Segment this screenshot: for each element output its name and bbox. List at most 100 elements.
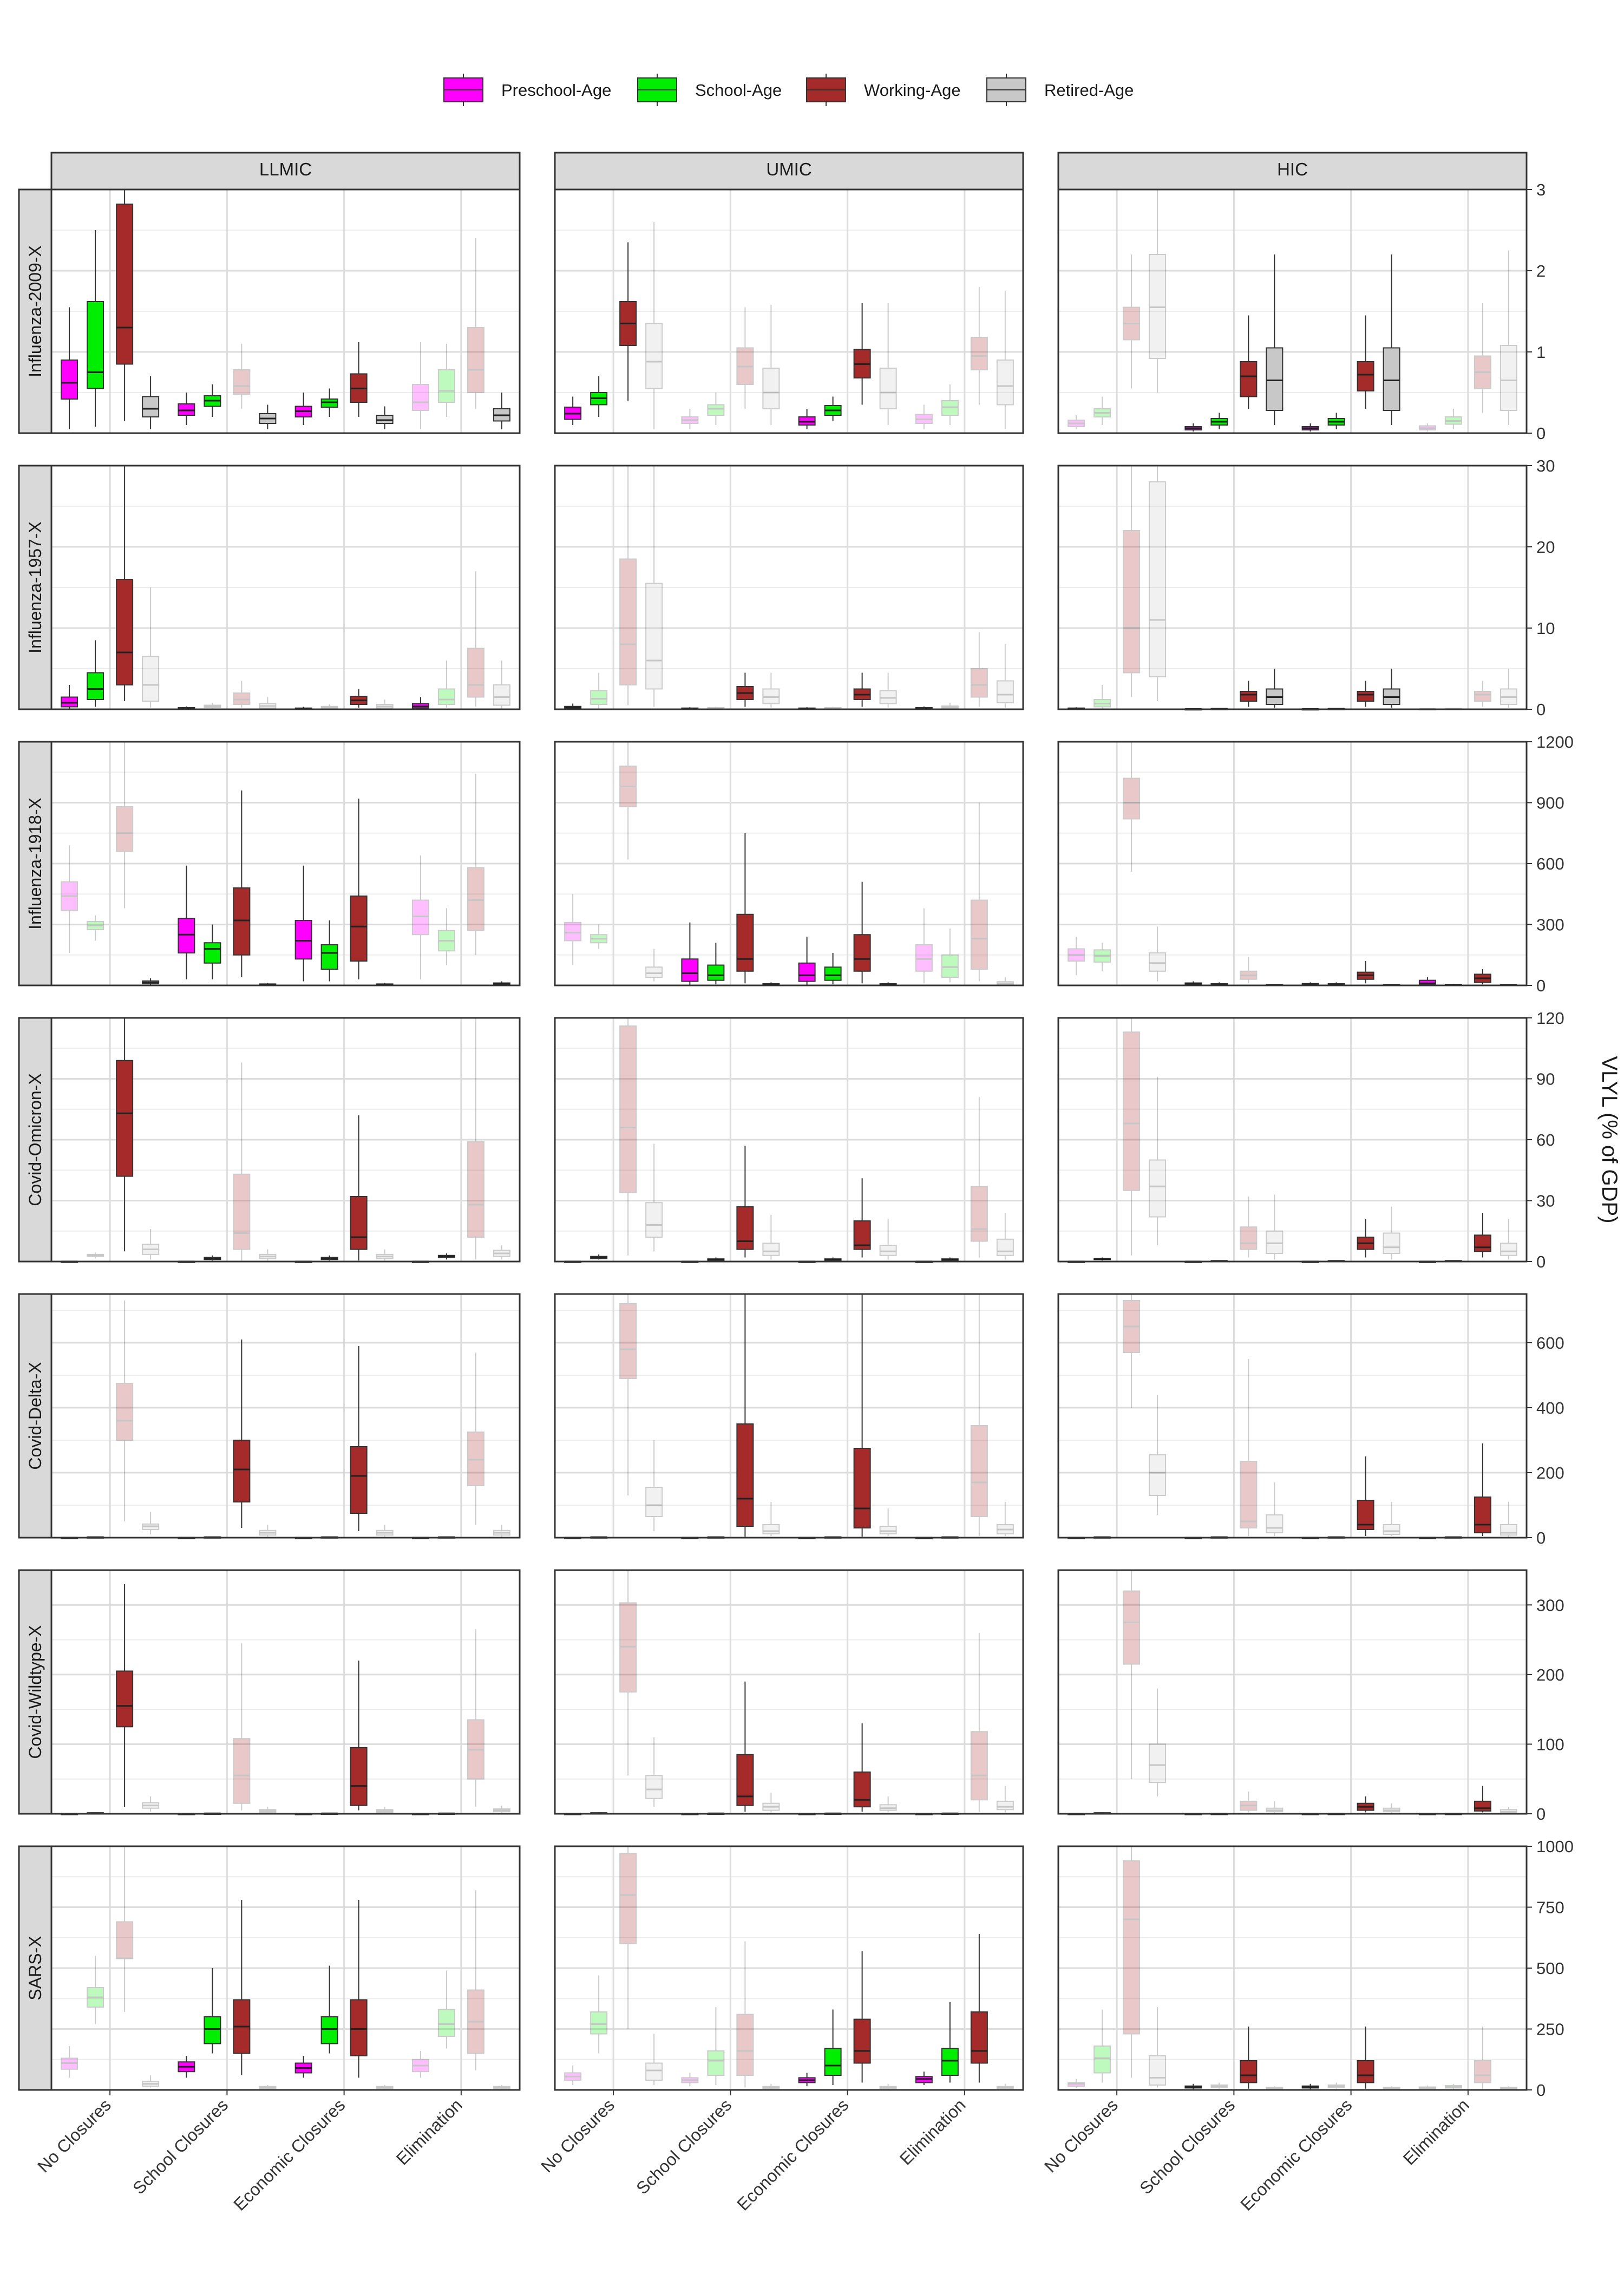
box (1383, 1502, 1400, 1536)
box (736, 1294, 754, 1537)
x-tick-label: School Closures (129, 2095, 232, 2198)
box (1068, 415, 1085, 429)
x-tick-label: No Closures (537, 2095, 618, 2176)
y-tick-label: 1000 (1536, 1837, 1574, 1856)
box-body (970, 1731, 988, 1801)
y-tick-label: 0 (1536, 700, 1546, 719)
box (142, 2075, 160, 2088)
y-tick-label: 1200 (1536, 733, 1574, 752)
box (590, 376, 608, 417)
box (1240, 2027, 1258, 2089)
box (467, 1890, 484, 2070)
box (467, 238, 484, 409)
box (681, 409, 699, 429)
box (619, 242, 637, 401)
box-body (437, 930, 455, 952)
box (1357, 961, 1374, 984)
box (798, 409, 816, 429)
y-tick-label: 900 (1536, 794, 1564, 813)
box-body (1383, 1232, 1400, 1254)
box (1266, 2086, 1284, 2090)
panel (1057, 741, 1528, 986)
box (437, 908, 455, 965)
box (619, 1294, 637, 1495)
box-body (350, 1446, 368, 1514)
box (493, 661, 510, 709)
row-strip-label: Covid-Omicron-X (25, 1073, 45, 1206)
box (1301, 2083, 1319, 2089)
box (619, 466, 637, 705)
box-body (1474, 1800, 1491, 1812)
box (824, 1257, 842, 1261)
box (411, 697, 429, 709)
box-body (437, 2009, 455, 2037)
box (1093, 685, 1111, 709)
legend-item: Retired-Age (986, 74, 1134, 106)
box-body (1474, 2060, 1491, 2083)
box (1266, 254, 1284, 425)
box-body (1149, 1159, 1167, 1218)
box-body (350, 1999, 368, 2056)
box (350, 799, 368, 979)
box-body (970, 1186, 988, 1242)
box (116, 190, 134, 421)
y-tick-label: 3 (1536, 180, 1546, 199)
column-strip-label: UMIC (766, 159, 811, 179)
box-body (1149, 2055, 1167, 2086)
box (879, 672, 897, 708)
panel-border (50, 1845, 521, 2091)
box-body (645, 966, 663, 978)
box (1184, 981, 1202, 985)
box (915, 908, 933, 984)
box (467, 774, 484, 955)
box (996, 977, 1014, 985)
box-body (1240, 2060, 1258, 2083)
box (467, 1018, 484, 1260)
box (798, 2073, 816, 2087)
box-body (233, 887, 251, 956)
box (970, 1632, 988, 1812)
box (941, 384, 959, 425)
box (493, 393, 510, 429)
box (619, 1018, 637, 1256)
box (142, 1229, 160, 1260)
box-body (116, 806, 134, 852)
box-body (376, 2086, 394, 2089)
y-tick-label: 0 (1536, 1805, 1546, 1824)
panel (554, 741, 1024, 986)
legend-item: Working-Age (806, 74, 961, 106)
box (824, 396, 842, 421)
box (941, 929, 959, 983)
box-body (879, 368, 897, 409)
box (1327, 2082, 1345, 2089)
box (970, 632, 988, 707)
box (645, 222, 663, 429)
box (259, 1525, 277, 1537)
y-tick-label: 200 (1536, 1665, 1564, 1684)
box-body (320, 705, 338, 709)
box (736, 1146, 754, 1258)
box (1093, 396, 1111, 425)
box-body (879, 1245, 897, 1256)
box (1499, 1219, 1517, 1260)
box (736, 1941, 754, 2088)
box (294, 2056, 312, 2078)
box-body (1499, 2087, 1517, 2090)
box (1149, 1395, 1167, 1515)
box (1210, 2082, 1228, 2089)
box-body (590, 2011, 608, 2035)
box (1444, 2083, 1462, 2089)
box-body (1266, 1514, 1284, 1533)
box-body (411, 2059, 429, 2073)
box (762, 305, 780, 425)
panel-border (554, 1569, 1024, 1815)
box (294, 393, 312, 425)
y-tick-label: 20 (1536, 538, 1555, 557)
box-body (1149, 1454, 1167, 1496)
box (1474, 681, 1491, 707)
row-strip (18, 1845, 53, 2091)
box (681, 2073, 699, 2087)
box (645, 466, 663, 707)
box-body (1123, 1300, 1141, 1353)
